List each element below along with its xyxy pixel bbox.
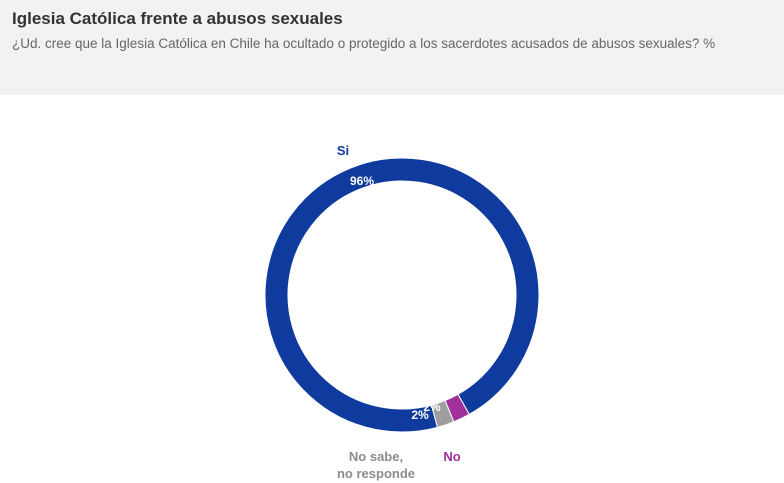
value-label-no-sabe-no-responde: 2% [411, 408, 429, 422]
chart-subtitle: ¿Ud. cree que la Iglesia Católica en Chi… [12, 36, 716, 51]
slice-si[interactable] [264, 157, 540, 433]
value-label-si: 96% [350, 174, 374, 188]
category-label-si: Si [337, 143, 349, 158]
chart-title: Iglesia Católica frente a abusos sexuale… [12, 9, 343, 28]
value-label-no: 2% [423, 400, 441, 414]
category-label-no: No [443, 449, 460, 464]
chart-header: Iglesia Católica frente a abusos sexuale… [0, 0, 784, 95]
slice-no-sabe-no-responde[interactable] [430, 399, 455, 428]
donut-chart: 96% 2%2% Si No No sabe, no responde [264, 143, 540, 481]
category-label-no-sabe-no-responde: No sabe, no responde [337, 449, 415, 481]
